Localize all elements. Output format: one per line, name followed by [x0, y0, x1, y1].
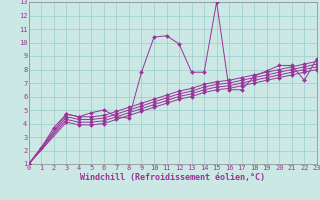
X-axis label: Windchill (Refroidissement éolien,°C): Windchill (Refroidissement éolien,°C) [80, 173, 265, 182]
